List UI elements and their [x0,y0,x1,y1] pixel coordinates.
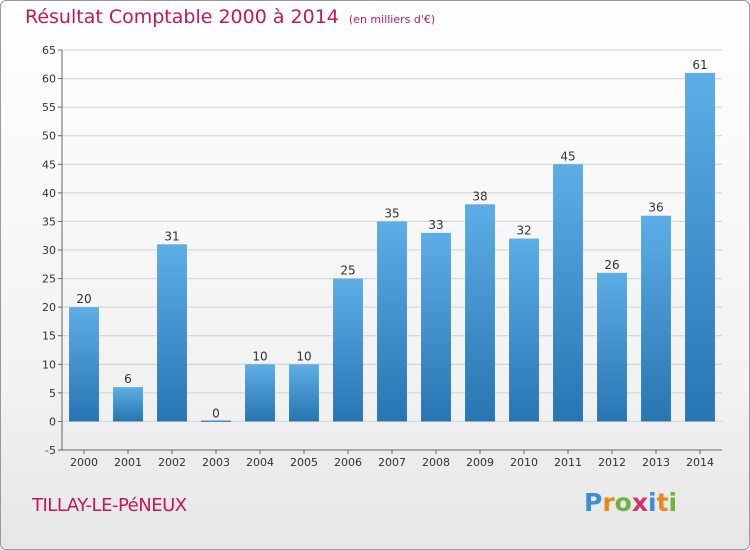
y-tick-label: 25 [42,273,56,286]
town-name: TILLAY-LE-PéNEUX [32,495,187,516]
y-tick-label: 45 [42,158,56,171]
y-tick-label: 15 [42,330,56,343]
x-tick-label-2013: 2013 [642,456,670,469]
y-tick-label: -5 [45,444,56,457]
y-tick-label: 65 [42,44,56,57]
bar-2002 [157,244,187,422]
y-tick-label: 35 [42,215,56,228]
y-tick-label: 5 [49,387,56,400]
label-layer: 20 6 31 0 10 10 25 35 33 38 32 45 26 36 61 [76,58,707,421]
x-tick-label-2011: 2011 [554,456,582,469]
y-tick-label: 30 [42,244,56,257]
data-label-2008: 33 [428,218,443,232]
y-tick-label: 40 [42,187,56,200]
x-tick-label-2004: 2004 [246,456,274,469]
data-label-2010: 32 [516,224,531,238]
y-tick-label: 60 [42,73,56,86]
chart-title-text: Résultat Comptable 2000 à 2014 [25,6,339,28]
chart-title: Résultat Comptable 2000 à 2014 (en millie… [25,6,435,28]
y-tick-label: 50 [42,130,56,143]
bar-2006 [333,278,363,422]
data-label-2013: 36 [648,201,663,215]
x-tick-label-2007: 2007 [378,456,406,469]
chart-subtitle: (en milliers d'€) [348,13,436,26]
data-label-2014: 61 [692,58,707,72]
data-label-2000: 20 [76,292,91,306]
bar-2005 [289,364,319,422]
bar-2011 [553,164,583,422]
data-label-2009: 38 [472,189,487,203]
x-tick-label-2002: 2002 [158,456,186,469]
x-tick-label-2005: 2005 [290,456,318,469]
bar-2010 [509,238,539,422]
x-tick-label-2014: 2014 [686,456,714,469]
data-label-2006: 25 [340,264,355,278]
bar-2009 [465,204,495,422]
bar-2001 [113,387,143,422]
bar-2014 [685,72,715,422]
x-tick-label-2006: 2006 [334,456,362,469]
x-tick-label-2000: 2000 [70,456,98,469]
data-label-2002: 31 [164,229,179,243]
data-label-2003: 0 [212,406,220,420]
bar-2012 [597,272,627,422]
y-tick-label: 55 [42,101,56,114]
bar-2003 [201,420,231,422]
y-tick-label: 20 [42,301,56,314]
bar-2008 [421,232,451,422]
data-label-2011: 45 [560,149,575,163]
x-tick-label-2010: 2010 [510,456,538,469]
data-label-2004: 10 [252,349,267,363]
data-label-2012: 26 [604,258,619,272]
data-label-2007: 35 [384,206,399,220]
x-tick-label-2001: 2001 [114,456,142,469]
x-tick-label-2008: 2008 [422,456,450,469]
y-tick-label: 10 [42,358,56,371]
proxiti-logo: Proxiti [584,488,678,517]
bar-2013 [641,215,671,422]
x-tick-label-2003: 2003 [202,456,230,469]
x-tick-label-2012: 2012 [598,456,626,469]
bar-2007 [377,221,407,422]
data-label-2005: 10 [296,349,311,363]
bar-2000 [69,307,99,422]
bar-2004 [245,364,275,422]
x-tick-label-2009: 2009 [466,456,494,469]
data-label-2001: 6 [124,372,132,386]
bar-layer [69,72,715,422]
y-tick-label: 0 [49,415,56,428]
